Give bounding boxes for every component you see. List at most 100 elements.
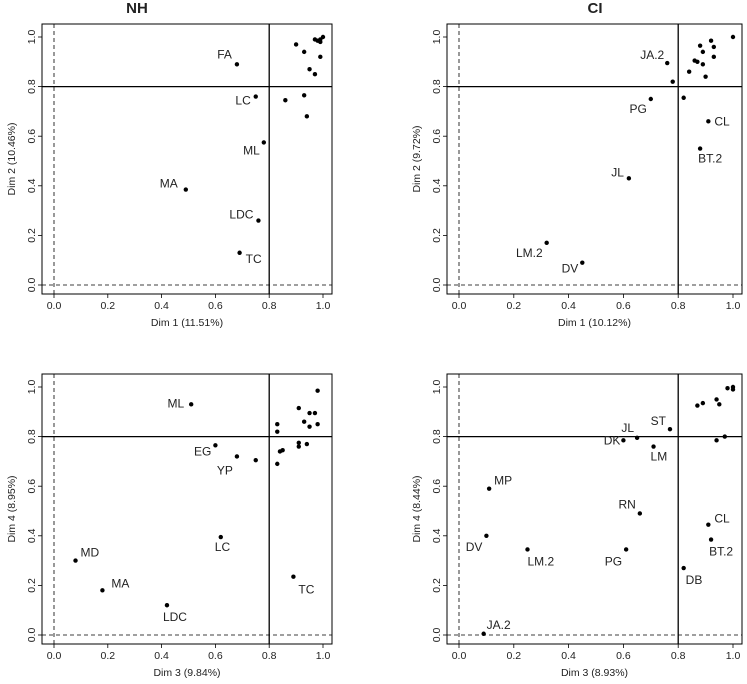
point-label: DV xyxy=(562,262,579,276)
data-point xyxy=(686,69,692,74)
y-tick-label: 0.4 xyxy=(431,528,443,543)
point-label: ML xyxy=(243,143,260,157)
data-point-db xyxy=(681,565,686,571)
data-point xyxy=(697,43,703,48)
data-point-lm-2 xyxy=(544,240,549,246)
data-point xyxy=(708,38,714,43)
plot-frame xyxy=(446,23,743,295)
point-label: JL xyxy=(611,165,624,179)
data-point xyxy=(714,438,719,443)
data-point xyxy=(312,72,318,77)
data-point xyxy=(722,434,727,439)
data-point xyxy=(253,457,258,463)
point-label: LM.2 xyxy=(528,554,555,568)
data-point xyxy=(318,39,323,45)
data-point xyxy=(730,34,736,40)
data-point-yp xyxy=(234,454,240,459)
x-tick-label: 1.0 xyxy=(316,650,331,662)
y-tick-label: 1.0 xyxy=(26,30,38,45)
y-tick-label: 0.6 xyxy=(431,479,443,494)
data-point-ldc xyxy=(164,603,170,608)
data-point xyxy=(695,59,700,64)
data-point xyxy=(318,54,323,60)
data-point xyxy=(301,93,307,98)
data-point-ml xyxy=(188,402,194,407)
point-label: DK xyxy=(604,433,621,447)
x-tick-label: 0.0 xyxy=(47,300,62,312)
x-tick-label: 0.2 xyxy=(506,300,521,312)
panel-title-ci: CI xyxy=(587,0,603,17)
data-point-tc xyxy=(291,574,296,579)
point-label: RN xyxy=(618,497,635,511)
data-point-tc xyxy=(237,250,242,255)
data-point xyxy=(275,429,280,434)
data-point xyxy=(280,448,285,453)
data-point-ja-2 xyxy=(665,60,670,66)
data-point-lc xyxy=(218,534,223,540)
data-point xyxy=(714,397,719,402)
data-point-ma xyxy=(100,588,105,593)
point-label: JA.2 xyxy=(487,618,511,632)
x-tick-label: 0.6 xyxy=(616,650,631,662)
data-point-pg xyxy=(648,96,653,102)
data-point xyxy=(296,444,301,449)
point-label: JA.2 xyxy=(640,48,664,62)
x-tick-label: 0.6 xyxy=(208,650,223,662)
x-tick-label: 0.2 xyxy=(100,300,115,312)
data-point xyxy=(703,74,708,79)
panel-bottom-left: 0.0 0.0 0.2 0.2 0.4 0.4 0.6 0.6 0.8 0.8 1.0 1.0 Dim … xyxy=(6,373,333,679)
point-label: LM.2 xyxy=(516,246,543,260)
y-tick-label: 0.8 xyxy=(26,79,38,94)
data-point-ma xyxy=(183,187,189,192)
y-tick-label: 0.6 xyxy=(431,129,443,144)
panel-top-right: 0.0 0.0 0.2 0.2 0.4 0.4 0.6 0.6 0.8 0.8 1.0 1.0 Dim … xyxy=(411,23,743,329)
data-point-jl xyxy=(634,435,640,441)
data-point xyxy=(307,67,312,72)
point-label: MA xyxy=(160,177,178,191)
y-axis-label: Dim 2 (9.72%) xyxy=(411,125,423,192)
x-axis-label: Dim 3 (8.93%) xyxy=(561,667,628,679)
data-point-rn xyxy=(637,511,643,516)
x-tick-label: 0.0 xyxy=(452,300,467,312)
y-tick-label: 0.0 xyxy=(26,628,38,643)
x-tick-label: 0.8 xyxy=(671,650,686,662)
data-point-lm-2 xyxy=(525,547,530,552)
point-label: EG xyxy=(194,444,211,458)
point-label: PG xyxy=(605,554,622,568)
data-point xyxy=(711,44,717,50)
y-tick-label: 1.0 xyxy=(431,30,443,45)
point-label: LDC xyxy=(229,208,253,222)
data-point xyxy=(275,461,280,467)
point-label: MD xyxy=(81,546,100,560)
data-point-cl xyxy=(706,119,711,124)
data-point xyxy=(725,386,730,391)
data-point-eg xyxy=(213,443,218,448)
data-point-ja-2 xyxy=(481,631,486,636)
y-tick-label: 0.2 xyxy=(431,228,443,243)
panel-top-left: 0.0 0.0 0.2 0.2 0.4 0.4 0.6 0.6 0.8 0.8 1.0 1.0 Dim … xyxy=(6,23,333,329)
x-axis-label: Dim 1 (11.51%) xyxy=(151,317,223,329)
data-point xyxy=(304,114,310,119)
x-tick-label: 0.8 xyxy=(262,300,277,312)
x-tick-label: 0.8 xyxy=(671,300,686,312)
y-tick-label: 0.0 xyxy=(431,628,443,643)
data-point xyxy=(700,62,706,67)
data-point xyxy=(711,54,717,60)
x-tick-label: 0.2 xyxy=(506,650,521,662)
x-tick-label: 1.0 xyxy=(726,300,741,312)
point-label: CL xyxy=(714,512,730,526)
point-label: LM xyxy=(651,450,668,464)
point-label: TC xyxy=(246,252,262,266)
x-tick-label: 0.4 xyxy=(154,650,169,662)
y-tick-label: 0.4 xyxy=(431,178,443,193)
data-point-bt-2 xyxy=(697,146,703,151)
point-label: BT.2 xyxy=(709,545,733,559)
data-point-lc xyxy=(253,94,258,99)
data-point-st xyxy=(667,426,673,432)
data-point xyxy=(681,95,686,100)
y-tick-label: 0.8 xyxy=(431,79,443,94)
x-axis-label: Dim 1 (10.12%) xyxy=(558,317,631,329)
point-label: DV xyxy=(466,540,483,554)
y-tick-label: 0.0 xyxy=(26,278,38,293)
